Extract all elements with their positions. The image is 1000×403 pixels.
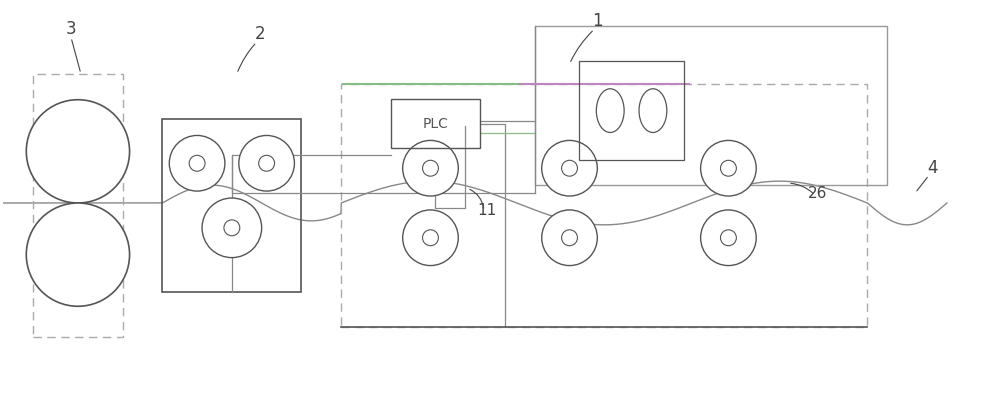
Circle shape: [423, 160, 438, 176]
Circle shape: [562, 160, 577, 176]
Circle shape: [542, 140, 597, 196]
Bar: [391, 99, 480, 148]
Bar: [579, 61, 684, 160]
Bar: [162, 118, 301, 292]
Bar: [341, 84, 867, 327]
Text: 2: 2: [254, 25, 265, 43]
Circle shape: [403, 210, 458, 266]
Circle shape: [259, 155, 275, 171]
Ellipse shape: [639, 89, 667, 133]
Circle shape: [720, 230, 736, 246]
Circle shape: [720, 160, 736, 176]
Text: 4: 4: [927, 159, 937, 177]
Bar: [535, 26, 887, 185]
Circle shape: [169, 135, 225, 191]
Text: PLC: PLC: [423, 116, 448, 131]
Circle shape: [239, 135, 294, 191]
Circle shape: [701, 210, 756, 266]
Text: 11: 11: [477, 203, 497, 218]
Circle shape: [189, 155, 205, 171]
Text: 1: 1: [592, 12, 603, 30]
Circle shape: [423, 230, 438, 246]
Circle shape: [202, 198, 262, 258]
Text: 26: 26: [808, 186, 827, 201]
Text: 3: 3: [66, 20, 76, 38]
Circle shape: [26, 100, 130, 203]
Circle shape: [26, 203, 130, 306]
Circle shape: [701, 140, 756, 196]
Circle shape: [403, 140, 458, 196]
Circle shape: [224, 220, 240, 236]
Bar: [33, 74, 123, 337]
Circle shape: [562, 230, 577, 246]
Ellipse shape: [596, 89, 624, 133]
Circle shape: [542, 210, 597, 266]
